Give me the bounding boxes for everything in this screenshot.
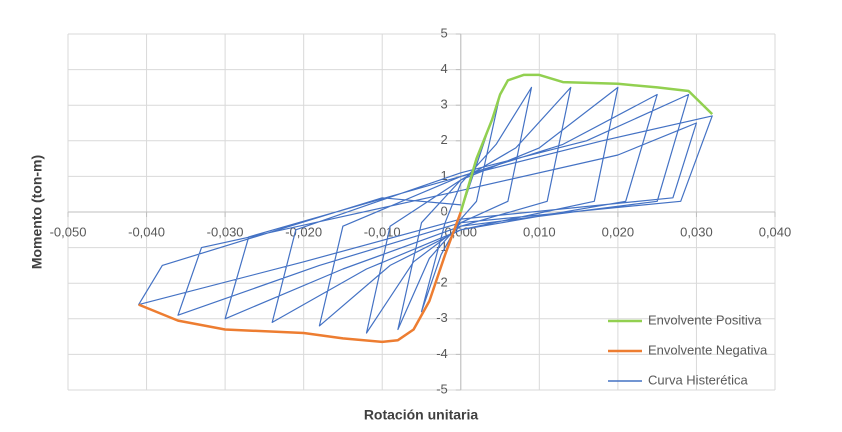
y-tick-label: -3 xyxy=(436,310,448,325)
x-axis-title: Rotación unitaria xyxy=(364,407,479,423)
series-line xyxy=(138,211,462,344)
y-tick-label: 3 xyxy=(441,97,448,112)
y-tick-label: 5 xyxy=(441,25,448,40)
x-tick-label: -0,010 xyxy=(364,224,401,239)
y-tick-label: 4 xyxy=(441,61,448,76)
y-tick-label: 1 xyxy=(441,168,448,183)
y-tick-label: -1 xyxy=(436,239,448,254)
x-tick-label: 0,010 xyxy=(523,224,556,239)
y-axis-title: Momento (ton-m) xyxy=(29,155,45,269)
series-line xyxy=(459,73,714,213)
y-tick-label: 2 xyxy=(441,132,448,147)
y-tick-label: -2 xyxy=(436,275,448,290)
x-tick-label: -0,050 xyxy=(50,224,87,239)
x-tick-label: -0,030 xyxy=(207,224,244,239)
legend-label: Envolvente Positiva xyxy=(648,312,762,327)
x-tick-label: 0,030 xyxy=(680,224,713,239)
y-tick-label: -5 xyxy=(436,381,448,396)
x-tick-label: -0,040 xyxy=(128,224,165,239)
x-tick-label: 0,040 xyxy=(759,224,792,239)
legend-label: Curva Histerética xyxy=(648,372,748,387)
series-line xyxy=(138,86,713,334)
legend-label: Envolvente Negativa xyxy=(648,342,768,357)
y-tick-label: -4 xyxy=(436,346,448,361)
y-tick-label: 0 xyxy=(441,203,448,218)
x-tick-label: 0,020 xyxy=(602,224,635,239)
